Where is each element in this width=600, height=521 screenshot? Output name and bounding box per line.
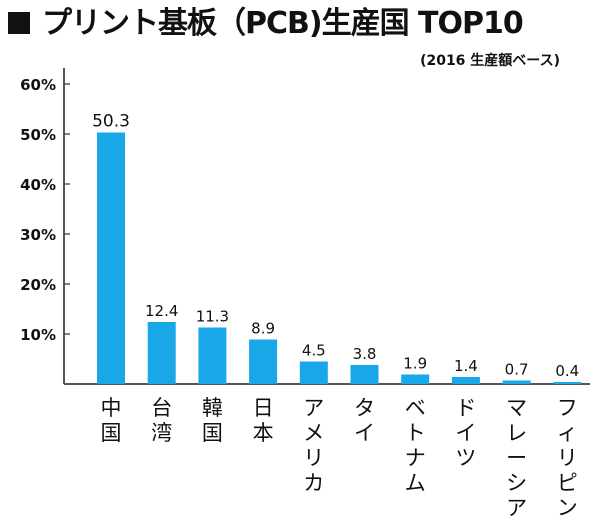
y-tick-label: 30% [20,226,56,244]
category-label: フィリピン [556,396,578,520]
category-label: 日本 [252,396,274,445]
category-label: 中国 [100,396,122,445]
category-label: タイ [354,396,375,445]
category-label: ベトナム [404,396,426,495]
category-label: マレーシア [506,396,528,520]
category-label: 韓国 [201,396,223,445]
data-label: 12.4 [145,302,178,320]
y-tick-label: 20% [20,276,56,294]
chart-title: プリント基板（PCB)生産国 TOP10 [8,4,524,44]
data-label: 50.3 [92,112,130,132]
category-label: 台湾 [151,396,173,445]
bar [502,380,531,384]
category-label: アメリカ [303,396,325,495]
y-tick-label: 40% [20,176,56,194]
square-bullet-icon [8,12,30,34]
bar [299,361,328,384]
y-tick-label: 50% [20,126,56,144]
chart-subtitle: (2016 生産額ベース) [420,53,560,69]
bar [553,382,582,384]
data-label: 1.9 [403,355,427,373]
data-label: 1.4 [454,357,478,375]
bar [249,339,278,384]
bar [350,365,379,384]
data-label: 3.8 [353,345,377,363]
bar [97,132,125,384]
category-label: ドイツ [455,396,477,470]
data-label: 8.9 [251,320,275,338]
data-label: 4.5 [302,342,326,360]
bar [451,377,480,384]
bar [401,374,430,384]
y-tick-label: 60% [20,76,56,94]
chart-title-text: プリント基板（PCB)生産国 TOP10 [42,6,524,41]
data-label: 11.3 [196,308,229,326]
data-label: 0.7 [505,361,529,379]
y-tick-label: 10% [20,326,56,344]
bar [147,322,176,384]
data-label: 0.4 [555,362,579,380]
bar [198,327,227,384]
